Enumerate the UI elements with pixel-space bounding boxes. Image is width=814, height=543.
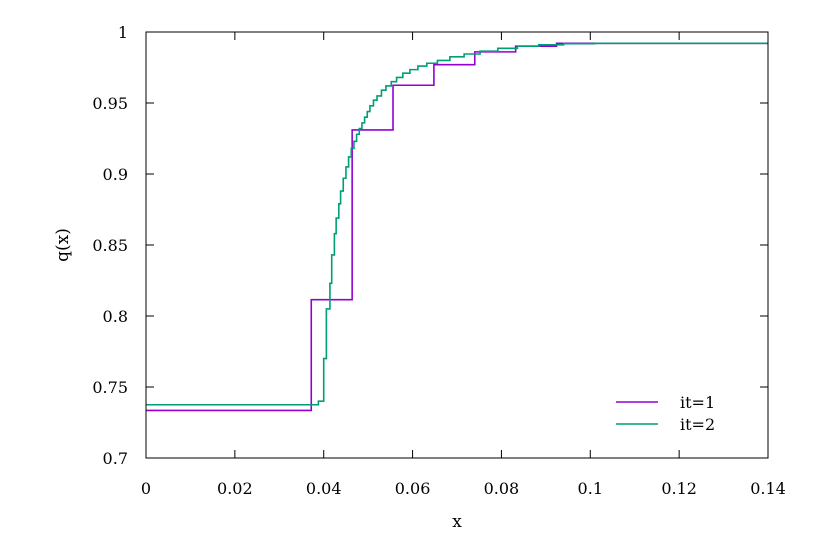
- y-axis-label: q(x): [53, 228, 73, 262]
- legend-label-1: it=1: [680, 393, 715, 412]
- y-tick-label: 1: [118, 23, 128, 42]
- y-tick-label: 0.75: [92, 378, 128, 397]
- y-tick-label: 0.8: [103, 307, 128, 326]
- series-line-2: [146, 42, 768, 406]
- tick-labels: 0 0.02 0.04 0.06 0.08 0.1 0.12 0.14 0.7 0.75 0.8 0.…: [92, 23, 785, 498]
- x-tick-label: 0.08: [484, 479, 520, 498]
- legend: it=1 it=2: [616, 393, 715, 434]
- axis-ticks: [145, 31, 769, 459]
- series-layer: [146, 42, 768, 412]
- x-tick-label: 0.12: [661, 479, 697, 498]
- legend-label-2: it=2: [680, 415, 715, 434]
- x-tick-label: 0.06: [395, 479, 431, 498]
- x-tick-label: 0.14: [750, 479, 786, 498]
- plot-frame: [145, 31, 769, 459]
- y-tick-label: 0.9: [103, 165, 128, 184]
- y-tick-label: 0.85: [92, 236, 128, 255]
- x-tick-label: 0.04: [306, 479, 342, 498]
- y-tick-label: 0.95: [92, 94, 128, 113]
- x-tick-label: 0: [141, 479, 151, 498]
- x-axis-label: x: [452, 512, 462, 532]
- y-tick-label: 0.7: [103, 449, 128, 468]
- series-line-1: [146, 42, 768, 412]
- x-tick-label: 0.1: [578, 479, 603, 498]
- x-tick-label: 0.02: [217, 479, 253, 498]
